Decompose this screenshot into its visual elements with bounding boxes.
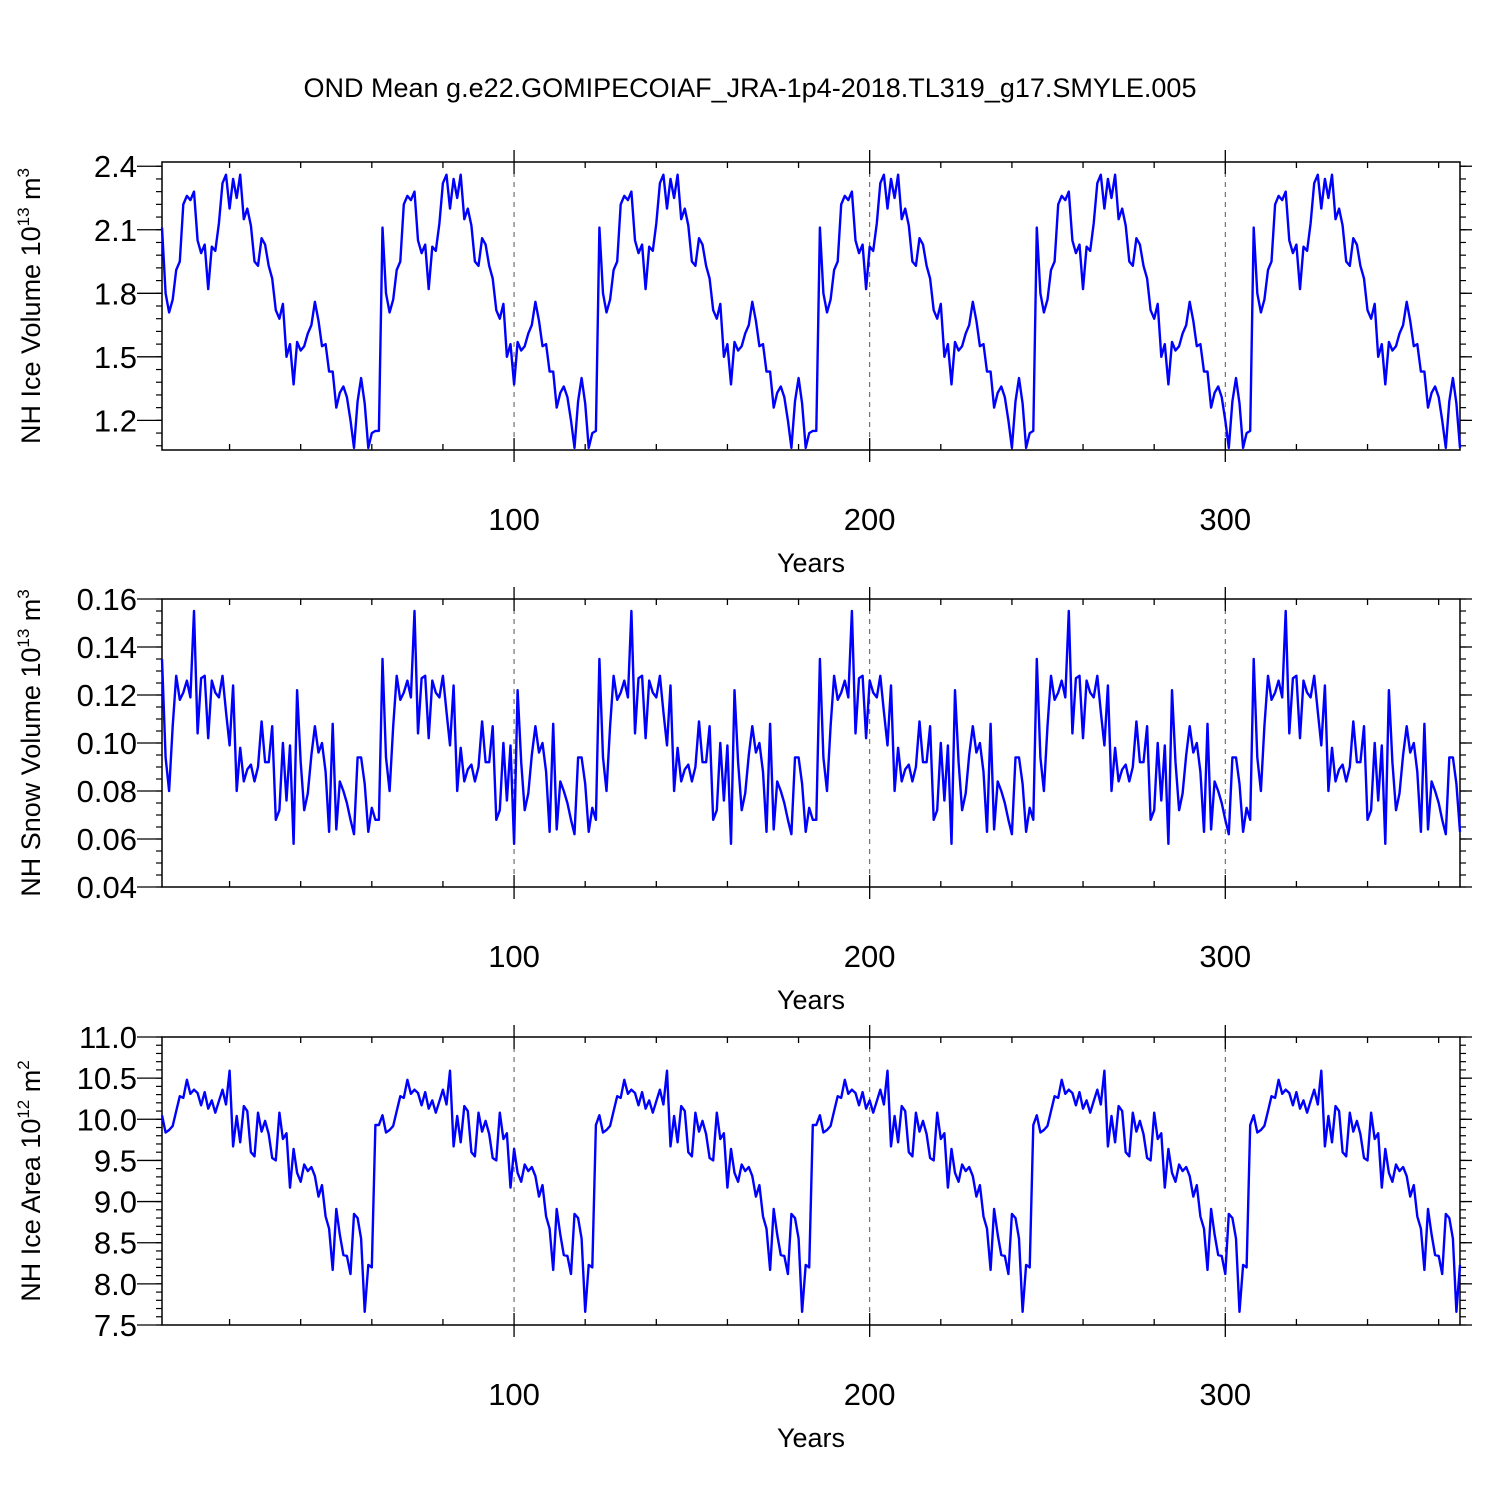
y-axis-title: NH Ice Volume 1013 m3 xyxy=(14,168,46,444)
y-ticks xyxy=(137,598,1472,888)
y-tick-label: 8.5 xyxy=(94,1226,137,1261)
y-tick-label: 1.8 xyxy=(94,276,137,311)
y-tick-label: 0.10 xyxy=(77,726,137,761)
plot-frame xyxy=(161,1036,1461,1326)
series-line-ice-volume xyxy=(160,173,1462,450)
panel-ice-area: 100 200 300 7.5 8.0 8.5 9.0 9.5 10.0 10.5 11.0 Year… xyxy=(14,1020,1472,1453)
x-tick-label: 200 xyxy=(844,939,896,974)
y-tick-label: 9.5 xyxy=(94,1143,137,1178)
y-tick-label: 0.16 xyxy=(77,582,137,617)
y-tick-label: 2.1 xyxy=(94,213,137,248)
x-tick-label: 100 xyxy=(488,939,540,974)
y-tick-label: 1.2 xyxy=(94,403,137,438)
y-tick-label: 0.08 xyxy=(77,774,137,809)
panel-snow-volume: 100 200 300 0.04 0.06 0.08 0.10 0.12 0.14 0.16 Yea… xyxy=(14,582,1472,1015)
y-ticks xyxy=(137,165,1472,447)
x-ticks xyxy=(228,1025,1440,1337)
y-tick-label: 11.0 xyxy=(79,1020,137,1055)
plot-frame xyxy=(161,598,1461,888)
series-line-ice-area xyxy=(160,1069,1462,1314)
x-tick-label: 200 xyxy=(844,502,896,537)
y-tick-label: 0.14 xyxy=(77,630,137,665)
y-tick-label: 10.5 xyxy=(77,1061,137,1096)
figure-title: OND Mean g.e22.GOMIPECOIAF_JRA-1p4-2018.… xyxy=(304,73,1197,103)
y-tick-label: 7.5 xyxy=(94,1308,137,1343)
y-tick-label: 9.0 xyxy=(94,1185,137,1220)
y-ticks xyxy=(137,1036,1472,1326)
x-tick-label: 300 xyxy=(1199,939,1251,974)
x-tick-label: 300 xyxy=(1199,502,1251,537)
panel-ice-volume: 100 200 300 1.2 1.5 1.8 2.1 2.4 Years NH Ice Volu… xyxy=(14,149,1472,578)
y-tick-label: 1.5 xyxy=(94,340,137,375)
y-tick-label: 2.4 xyxy=(94,149,137,184)
y-tick-label: 0.12 xyxy=(77,678,137,713)
y-tick-label: 10.0 xyxy=(77,1102,137,1137)
series-line-snow-volume xyxy=(160,609,1462,845)
x-tick-label: 100 xyxy=(488,502,540,537)
x-tick-label: 300 xyxy=(1199,1377,1251,1412)
panels: 100 200 300 1.2 1.5 1.8 2.1 2.4 Years NH Ice Volu… xyxy=(14,149,1472,1453)
y-tick-label: 8.0 xyxy=(94,1267,137,1302)
x-ticks xyxy=(228,587,1440,899)
y-tick-label: 0.06 xyxy=(77,822,137,857)
x-axis-title: Years xyxy=(777,1423,845,1453)
x-tick-label: 100 xyxy=(488,1377,540,1412)
x-tick-label: 200 xyxy=(844,1377,896,1412)
x-axis-title: Years xyxy=(777,985,845,1015)
y-axis-title: NH Ice Area 1012 m2 xyxy=(14,1060,46,1301)
plot-frame xyxy=(161,161,1461,451)
y-axis-title: NH Snow Volume 1013 m3 xyxy=(14,589,46,897)
x-axis-title: Years xyxy=(777,548,845,578)
y-tick-label: 0.04 xyxy=(77,870,137,905)
x-ticks xyxy=(228,150,1440,462)
